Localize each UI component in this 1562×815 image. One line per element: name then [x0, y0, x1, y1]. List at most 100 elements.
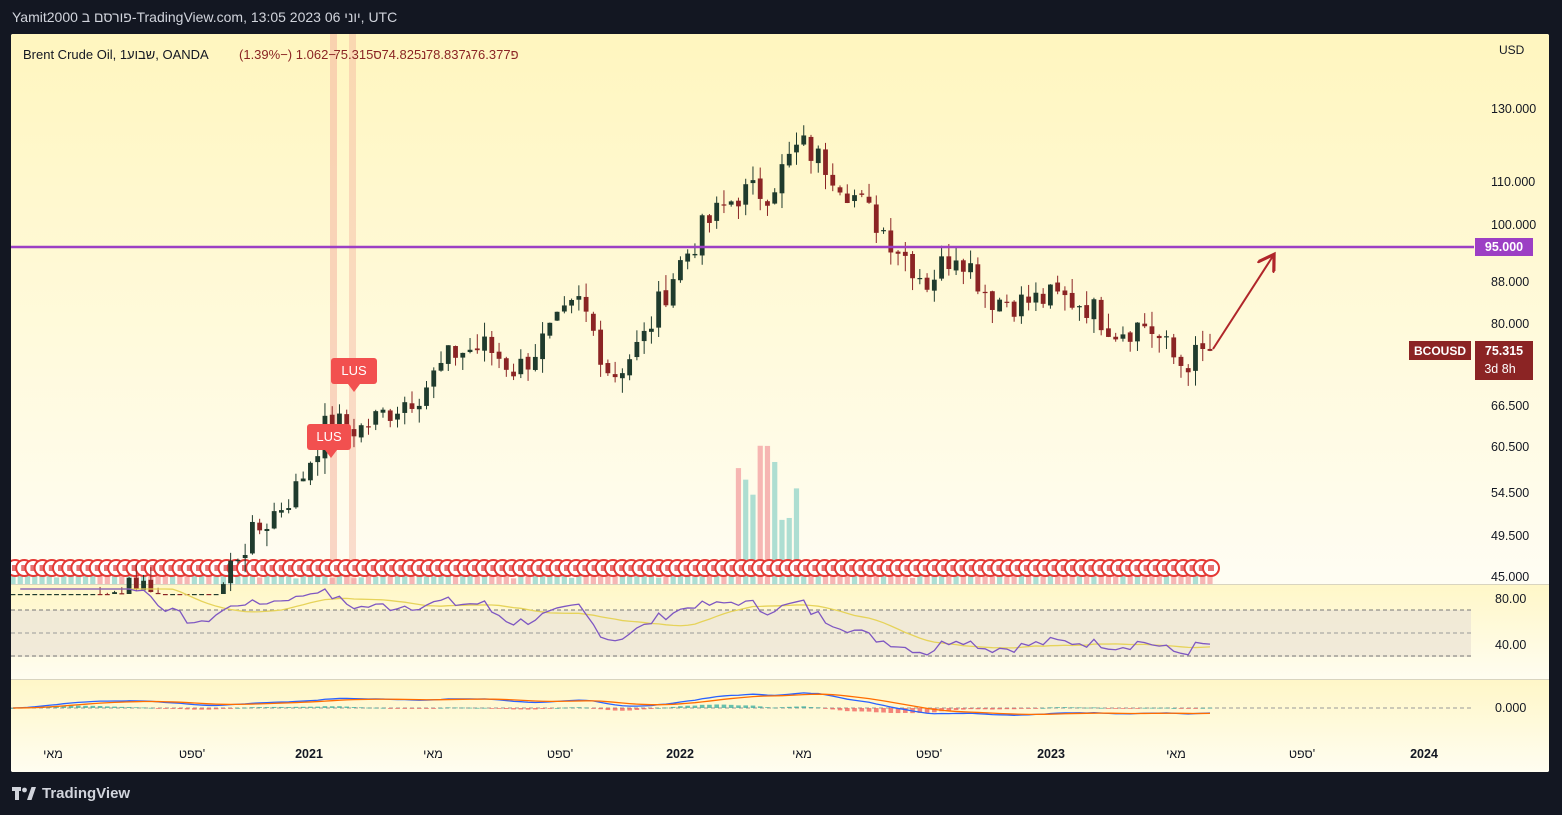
tradingview-brand[interactable]: TradingView — [12, 785, 130, 802]
candle-body — [496, 351, 502, 359]
macd-histogram-bar — [373, 707, 379, 709]
macd-histogram-bar — [1040, 707, 1046, 709]
candle-body — [162, 594, 168, 596]
macd-histogram-bar — [68, 705, 74, 708]
event-marker-glyph — [481, 565, 488, 571]
candle-body — [881, 230, 886, 232]
macd-histogram-bar — [184, 708, 190, 710]
price-chart[interactable]: LUS LUS Brent Crude Oil, 1שבוע, OANDA פ7… — [11, 34, 1549, 772]
candle-body — [1185, 368, 1191, 373]
last-price-badge: BCOUSD 75.315 3d 8h — [1409, 341, 1533, 380]
event-marker-glyph — [720, 565, 727, 571]
candle-body — [794, 144, 799, 153]
macd-histogram-bar — [946, 708, 952, 711]
candle-body — [757, 178, 763, 199]
macd-histogram-bar — [953, 708, 959, 710]
candle-body — [373, 411, 379, 425]
event-marker-glyph — [389, 565, 396, 571]
macd-histogram-bar — [409, 708, 415, 709]
volume-bar — [873, 569, 879, 584]
macd-histogram-bar — [453, 707, 458, 709]
time-tick-label: 2022 — [666, 747, 694, 761]
event-marker-glyph — [223, 565, 230, 571]
event-marker-glyph — [499, 565, 506, 571]
event-marker-glyph — [738, 565, 745, 571]
volume-bar — [670, 571, 676, 584]
candle-body — [837, 187, 843, 193]
volume-bar — [779, 519, 785, 584]
volume-bar — [764, 445, 771, 584]
volume-bar — [119, 571, 125, 584]
event-marker-glyph — [518, 565, 524, 571]
candle-body — [68, 594, 74, 596]
volume-bar — [895, 572, 901, 584]
time-tick-label: 2023 — [1037, 747, 1065, 761]
volume-bar — [757, 445, 763, 584]
event-marker-glyph — [177, 565, 184, 571]
event-marker-glyph — [692, 565, 699, 571]
tradingview-logo-icon — [12, 786, 36, 800]
event-marker-glyph — [1152, 565, 1159, 571]
time-axis[interactable]: מאי ספט' 2021 מאי ספט' 2022 מאי ספט' 2023 מאי ספט'… — [43, 747, 1438, 761]
candle-body — [1098, 299, 1104, 331]
volume-bar — [278, 573, 285, 584]
macd-histogram-bar — [1156, 707, 1162, 709]
candle-body — [1011, 301, 1017, 317]
candle-body — [1084, 305, 1090, 318]
time-tick-label: מאי — [1166, 747, 1186, 761]
event-marker-glyph — [315, 565, 322, 571]
candle-body — [148, 579, 154, 592]
time-tick-label: ספט' — [916, 747, 942, 761]
candle-body — [576, 296, 582, 300]
macd-histogram-bar — [489, 708, 495, 709]
price-axis[interactable]: USD 130.000 110.000 100.000 88.000 80.000 66.… — [1491, 43, 1536, 715]
event-marker-glyph — [858, 565, 865, 571]
volume-bar — [837, 570, 843, 584]
event-marker-glyph — [886, 565, 892, 571]
candle-body — [286, 508, 292, 510]
macd-histogram-bar — [866, 708, 872, 712]
event-marker-glyph — [922, 565, 929, 571]
volume-bar — [17, 568, 23, 584]
candle-body — [206, 594, 212, 596]
candle-body — [917, 278, 923, 280]
candle-body — [736, 200, 741, 207]
macd-histogram-bar — [315, 706, 320, 708]
volume-bar — [844, 573, 850, 584]
candle-body — [104, 594, 110, 596]
event-marker-glyph — [812, 565, 819, 571]
macd-histogram-bar — [300, 706, 306, 708]
macd-histogram-bar — [612, 708, 618, 711]
candle-body — [612, 374, 618, 378]
candle-body — [366, 426, 371, 428]
candle-body — [90, 594, 96, 596]
macd-histogram-bar — [895, 708, 901, 714]
macd-histogram-bar — [337, 706, 342, 708]
event-marker-glyph — [794, 565, 800, 571]
candle-body — [699, 215, 705, 256]
candle-body — [482, 336, 487, 351]
volume-bar — [569, 577, 575, 584]
macd-histogram-bar — [148, 707, 154, 709]
projection-arrow[interactable] — [1212, 256, 1273, 350]
macd-histogram-bar — [844, 708, 850, 712]
candle-body — [866, 196, 872, 203]
time-tick-label: 2024 — [1410, 747, 1438, 761]
candle-body — [431, 370, 437, 387]
macd-histogram-bar — [402, 708, 408, 709]
candle-body — [1062, 290, 1068, 296]
svg-text:3d 8h: 3d 8h — [1484, 362, 1515, 376]
event-marker-glyph — [444, 565, 451, 571]
event-marker-glyph — [591, 565, 598, 571]
volume-bar — [329, 578, 335, 584]
macd-histogram-bar — [1171, 707, 1177, 709]
event-marker-glyph — [711, 565, 718, 571]
macd-histogram-bar — [961, 708, 966, 710]
event-marker-glyph — [1198, 565, 1205, 571]
time-tick-label: מאי — [792, 747, 812, 761]
macd-histogram-bar — [242, 707, 248, 709]
event-marker-glyph — [232, 565, 239, 571]
macd-histogram-bar — [1207, 707, 1213, 709]
candle-body — [823, 149, 828, 175]
macd-histogram-bar — [344, 706, 350, 708]
